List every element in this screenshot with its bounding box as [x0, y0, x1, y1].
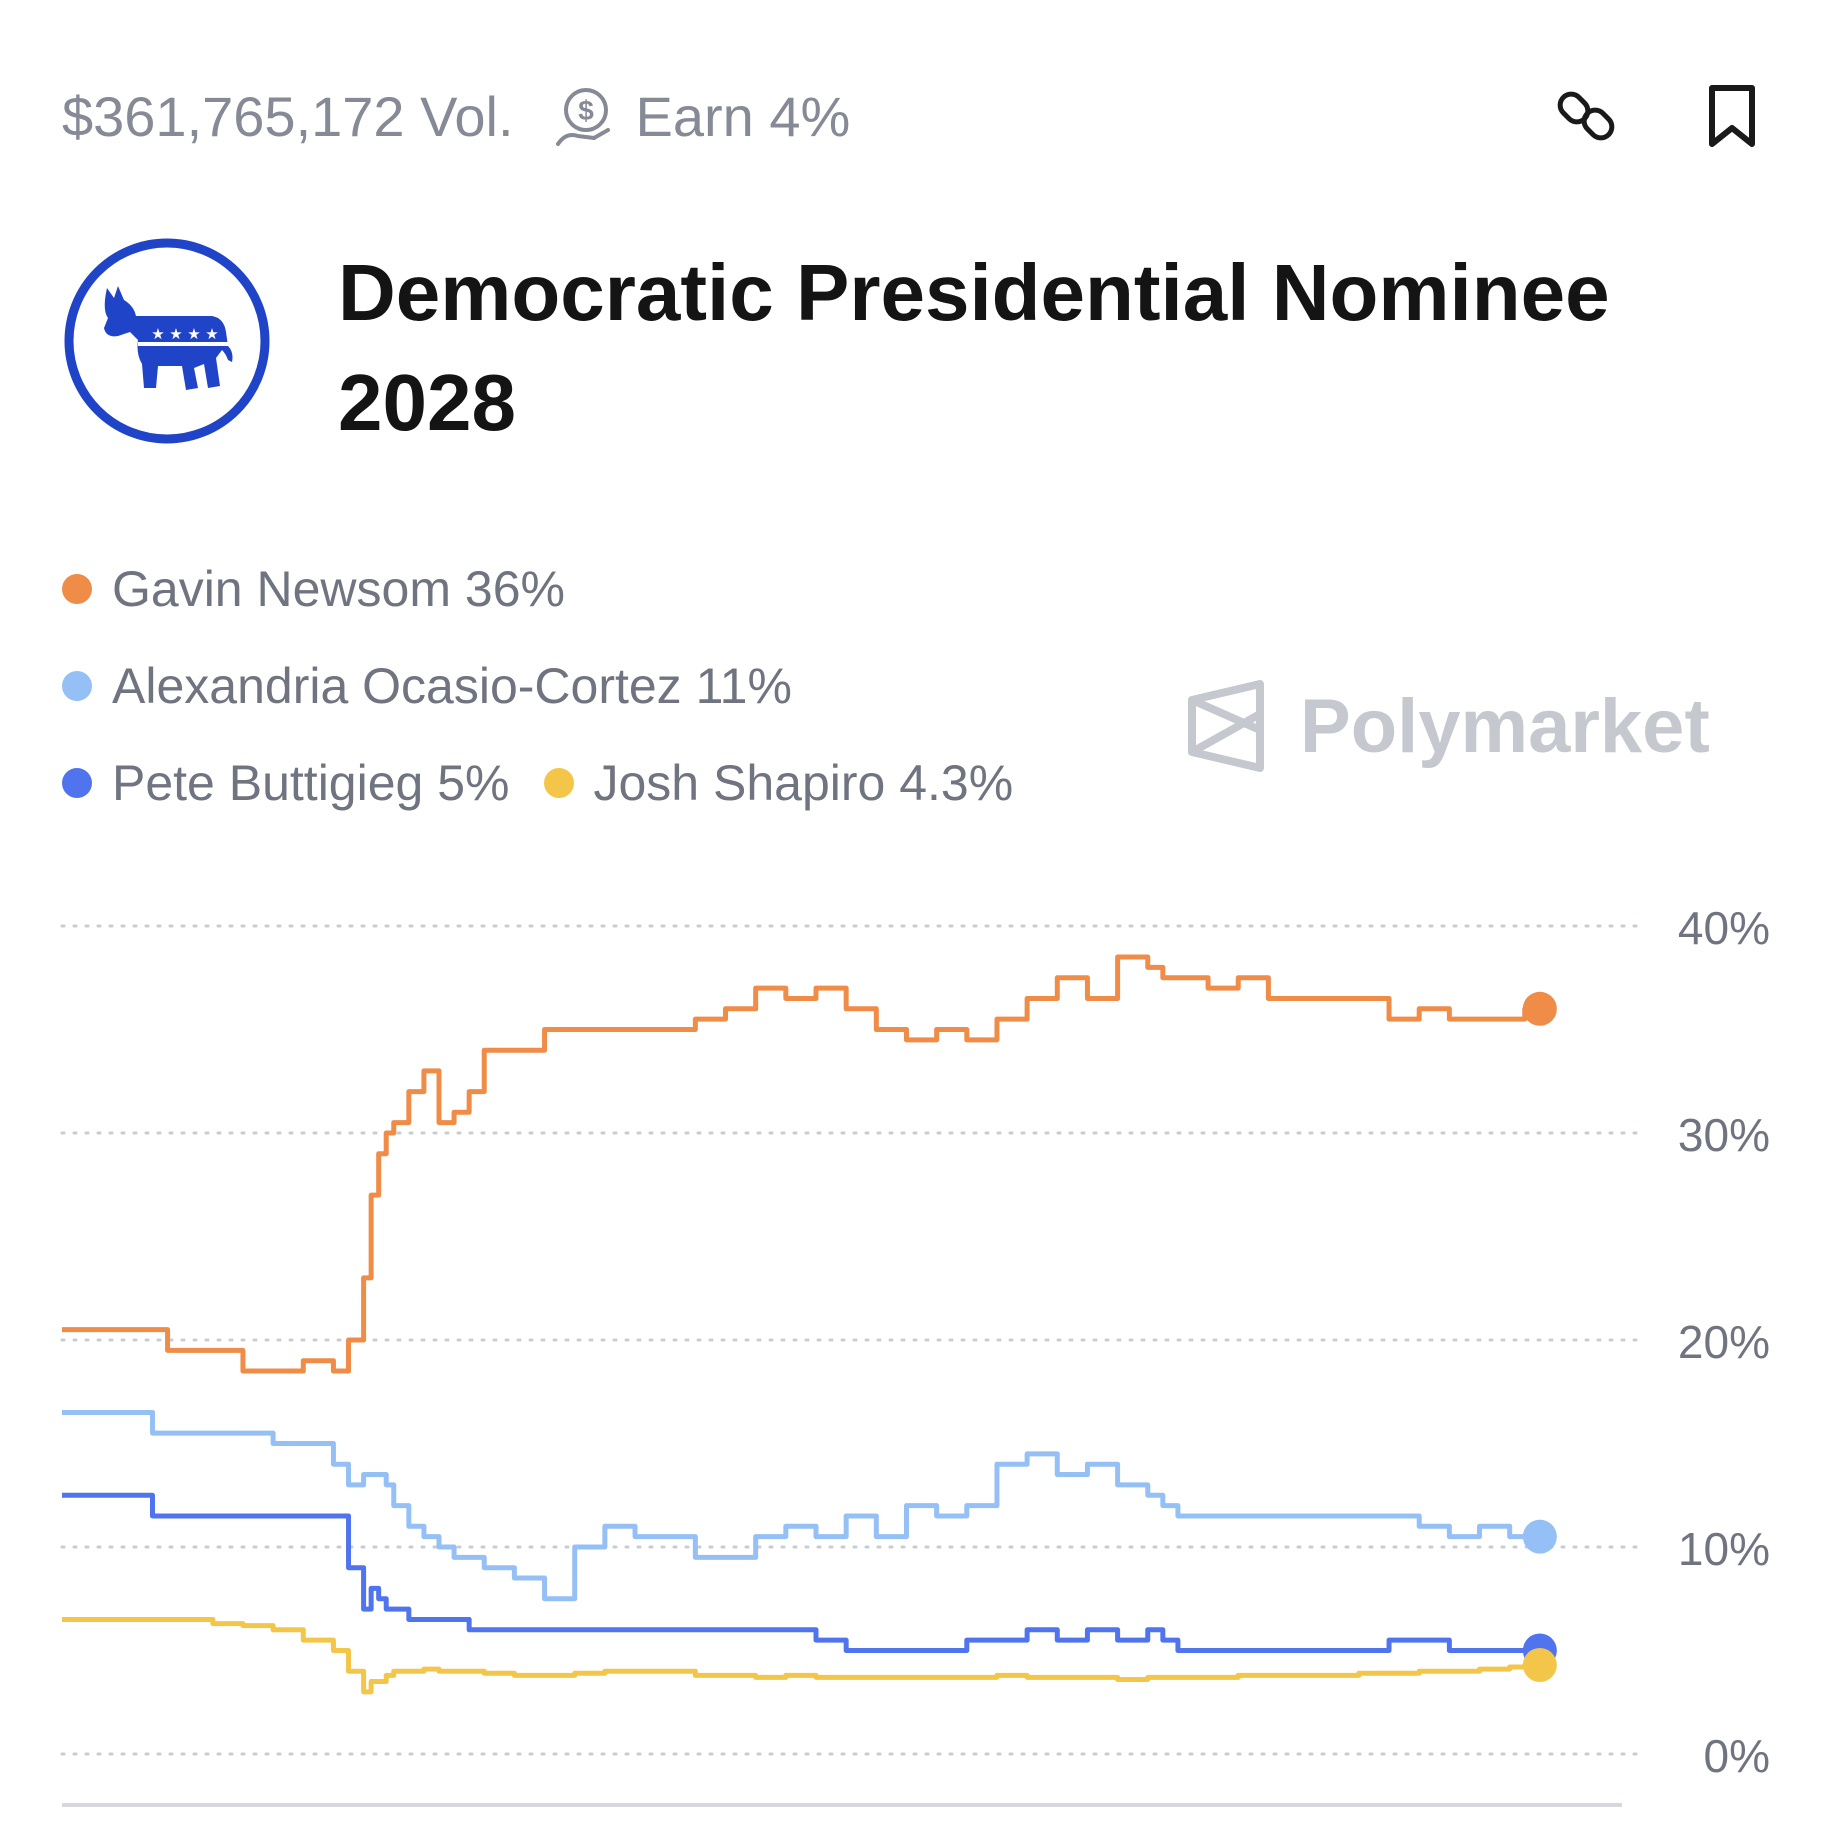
link-icon — [1557, 91, 1615, 141]
legend-item-ocasio-cortez[interactable]: Alexandria Ocasio-Cortez 11% — [62, 657, 792, 715]
y-tick-label: 0% — [1704, 1730, 1770, 1782]
democratic-donkey-icon: ★ ★ ★ ★ — [64, 238, 270, 444]
legend-dot — [62, 670, 92, 701]
legend-dot — [62, 767, 92, 798]
legend-row: Gavin Newsom 36% — [62, 540, 1047, 637]
y-tick-label: 30% — [1678, 1109, 1770, 1161]
series-line-josh-shapiro[interactable] — [62, 1616, 1540, 1695]
earn-badge[interactable]: $ Earn 4% — [554, 84, 851, 149]
page-title: Democratic Presidential Nominee 2028 — [338, 248, 1610, 447]
polymarket-logo-icon — [1188, 680, 1264, 772]
chart-legend: Gavin Newsom 36% Alexandria Ocasio-Corte… — [62, 540, 1047, 831]
svg-text:★: ★ — [169, 325, 182, 343]
legend-item-shapiro[interactable]: Josh Shapiro 4.3% — [543, 754, 1014, 812]
series-endpoint-alexandria-ocasio-cortez[interactable] — [1522, 1519, 1557, 1554]
bookmark-button[interactable] — [1694, 78, 1770, 154]
svg-text:★: ★ — [187, 325, 200, 343]
top-actions — [1548, 78, 1770, 154]
y-tick-label: 20% — [1678, 1316, 1770, 1368]
copy-link-button[interactable] — [1548, 78, 1624, 154]
svg-text:★: ★ — [205, 325, 218, 343]
svg-text:★: ★ — [151, 325, 164, 343]
series-endpoint-josh-shapiro[interactable] — [1522, 1647, 1557, 1682]
legend-dot — [62, 573, 92, 604]
market-stats: $361,765,172 Vol. $ Earn 4% — [62, 80, 850, 152]
legend-row: Alexandria Ocasio-Cortez 11% — [62, 637, 1047, 734]
series-endpoint-gavin-newsom[interactable] — [1522, 991, 1557, 1026]
legend-label: Alexandria Ocasio-Cortez 11% — [112, 657, 792, 714]
earn-text: Earn 4% — [635, 84, 851, 148]
coin-reward-icon: $ — [555, 88, 610, 146]
bookmark-icon — [1709, 85, 1755, 147]
watermark-text: Polymarket — [1300, 683, 1710, 769]
polymarket-watermark: Polymarket — [1186, 680, 1710, 772]
volume-text: $361,765,172 Vol. — [62, 84, 514, 148]
y-tick-label: 40% — [1678, 902, 1770, 954]
legend-item-buttigieg[interactable]: Pete Buttigieg 5% — [62, 754, 510, 812]
svg-text:$: $ — [578, 95, 594, 126]
series-line-pete-buttigieg[interactable] — [62, 1492, 1540, 1653]
legend-label: Gavin Newsom 36% — [112, 560, 565, 617]
legend-item-newsom[interactable]: Gavin Newsom 36% — [62, 560, 565, 618]
legend-label: Pete Buttigieg 5% — [112, 754, 510, 811]
y-tick-label: 10% — [1678, 1523, 1770, 1575]
series-line-alexandria-ocasio-cortez[interactable] — [62, 1409, 1540, 1602]
legend-row: Pete Buttigieg 5% Josh Shapiro 4.3% — [62, 734, 1047, 831]
series-line-gavin-newsom[interactable] — [62, 954, 1540, 1374]
legend-label: Josh Shapiro 4.3% — [593, 754, 1014, 811]
legend-dot — [543, 767, 574, 798]
